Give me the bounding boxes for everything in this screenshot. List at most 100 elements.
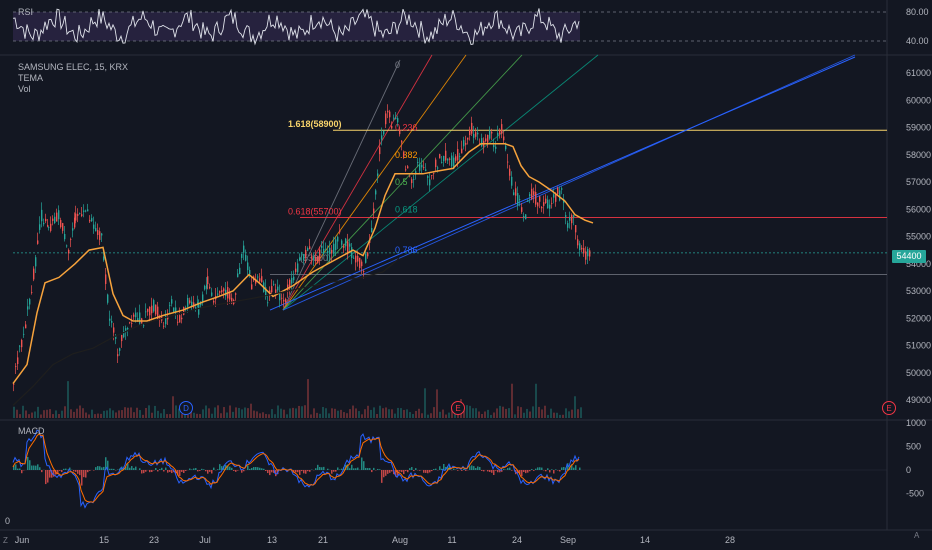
- volume-bar: [475, 408, 477, 418]
- macd-histogram-bar: [37, 464, 39, 470]
- candle-body: [299, 257, 301, 261]
- macd-histogram-bar: [63, 468, 65, 470]
- volume-bar: [424, 388, 426, 418]
- volume-bar: [409, 412, 411, 418]
- macd-histogram-bar: [373, 467, 375, 470]
- price-tick-57000: 57000: [906, 177, 931, 187]
- volume-bar: [193, 412, 195, 418]
- fib-fan-line-5: [282, 54, 856, 311]
- macd-histogram-bar: [111, 468, 113, 470]
- volume-bar: [421, 413, 423, 418]
- macd-histogram-bar: [521, 470, 523, 477]
- auto-scale-toggle[interactable]: A: [914, 531, 920, 540]
- macd-histogram-bar: [463, 468, 465, 470]
- macd-histogram-bar: [493, 470, 495, 475]
- candle-body: [509, 168, 511, 176]
- fib-label-5: 0.618: [395, 204, 418, 214]
- volume-bar: [520, 407, 522, 418]
- macd-histogram-bar: [547, 468, 549, 470]
- candle-body: [401, 140, 403, 143]
- candle-body: [411, 179, 413, 184]
- candle-body: [243, 245, 245, 253]
- price-tick-60000: 60000: [906, 95, 931, 105]
- macd-tick-500: 500: [906, 442, 921, 452]
- macd-histogram-bar: [97, 466, 99, 470]
- candle-body: [331, 249, 333, 254]
- bottom-zero-label: 0: [5, 516, 11, 526]
- timezone-toggle[interactable]: Z: [3, 536, 8, 545]
- macd-histogram-bar: [135, 466, 137, 470]
- macd-histogram-bar: [483, 470, 485, 472]
- volume-bar: [364, 409, 366, 418]
- macd-histogram-bar: [567, 463, 569, 470]
- volume-bar: [529, 411, 531, 418]
- volume-bar: [82, 408, 84, 418]
- price-tick-61000: 61000: [906, 68, 931, 78]
- volume-bar: [325, 408, 327, 418]
- volume-bar: [394, 413, 396, 418]
- candle-body: [109, 318, 111, 321]
- macd-histogram-bar: [103, 466, 105, 470]
- candle-body: [497, 132, 499, 136]
- candle-body: [365, 253, 367, 263]
- volume-bar: [349, 409, 351, 418]
- candle-body: [135, 312, 137, 318]
- volume-bar: [139, 410, 141, 418]
- macd-histogram-bar: [315, 468, 317, 470]
- volume-bar: [313, 408, 315, 418]
- volume-bar: [376, 414, 378, 418]
- candle-body: [231, 297, 233, 304]
- volume-bar: [565, 408, 567, 418]
- macd-histogram-bar: [219, 464, 221, 470]
- macd-histogram-bar: [453, 468, 455, 470]
- volume-bar: [196, 413, 198, 418]
- candle-body: [15, 366, 17, 367]
- macd-histogram-bar: [449, 465, 451, 470]
- candle-body: [45, 218, 47, 222]
- macd-histogram-bar: [41, 470, 43, 473]
- macd-histogram-bar: [303, 470, 305, 474]
- candle-body: [229, 291, 231, 300]
- volume-bar: [454, 411, 456, 418]
- volume-bar: [76, 408, 78, 418]
- candle-body: [311, 256, 313, 259]
- macd-histogram-bar: [249, 468, 251, 470]
- macd-histogram-bar: [407, 470, 409, 473]
- macd-histogram-bar: [203, 469, 205, 470]
- candle-body: [363, 271, 365, 272]
- volume-bar: [34, 411, 36, 418]
- macd-histogram-bar: [357, 467, 359, 470]
- candle-body: [399, 129, 401, 135]
- candle-body: [281, 297, 283, 299]
- candle-body: [74, 217, 76, 228]
- macd-histogram-bar: [79, 470, 81, 476]
- volume-bar: [256, 411, 258, 418]
- candle-body: [567, 223, 569, 228]
- volume-bar: [334, 408, 336, 418]
- rsi-tick-0: 80.00: [906, 7, 929, 17]
- macd-histogram-bar: [349, 468, 351, 470]
- candle-body: [239, 267, 241, 274]
- candle-body: [113, 327, 115, 333]
- volume-bar: [247, 408, 249, 418]
- macd-histogram-bar: [83, 470, 85, 478]
- candle-body: [277, 286, 279, 291]
- fib-label-2: 0.236: [395, 123, 418, 133]
- candle-body: [383, 130, 385, 135]
- volume-bar: [232, 411, 234, 418]
- macd-histogram-bar: [563, 467, 565, 470]
- macd-histogram-bar: [299, 470, 301, 475]
- macd-histogram-bar: [457, 470, 459, 471]
- volume-bar: [574, 396, 576, 418]
- macd-histogram-bar: [113, 468, 115, 470]
- macd-histogram-bar: [199, 470, 201, 471]
- volume-bar: [514, 414, 516, 418]
- volume-bar: [220, 413, 222, 418]
- candle-body: [417, 161, 419, 163]
- candle-body: [361, 261, 363, 267]
- macd-histogram-bar: [379, 469, 381, 470]
- candle-body: [48, 227, 50, 229]
- macd-histogram-bar: [255, 467, 257, 470]
- volume-bar: [31, 412, 33, 418]
